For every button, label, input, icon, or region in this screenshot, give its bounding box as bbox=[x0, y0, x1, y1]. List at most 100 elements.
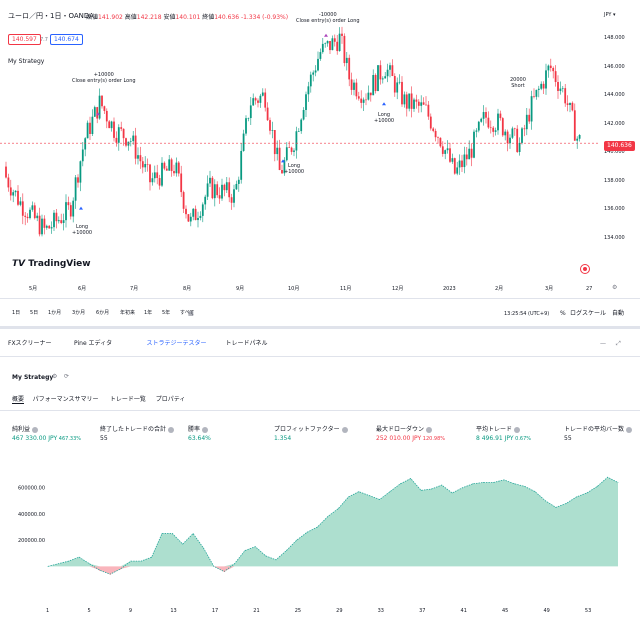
equity-point bbox=[482, 482, 484, 483]
info-icon[interactable] bbox=[341, 426, 348, 433]
sub-tab[interactable]: プロパティ bbox=[155, 396, 186, 403]
timeframe-button[interactable]: 3か月 bbox=[72, 310, 86, 316]
currency-label[interactable]: JPY ▾ bbox=[604, 12, 616, 18]
candle-body bbox=[237, 179, 240, 184]
candle-body bbox=[458, 160, 461, 168]
candle-body bbox=[14, 190, 17, 193]
candle-body bbox=[273, 130, 276, 155]
equity-point bbox=[57, 563, 59, 565]
time-axis[interactable]: 5月 6月 7月 8月 9月 10月 11月 12月 2023 2月 3月 27 bbox=[0, 284, 600, 296]
candle-body bbox=[89, 122, 91, 134]
stat-sub-value: 120.98% bbox=[421, 436, 446, 442]
panel-tab[interactable]: Pine エディタ bbox=[74, 340, 113, 347]
timeframe-button[interactable]: 1年 bbox=[144, 310, 153, 316]
candle-body bbox=[137, 155, 139, 159]
clock-readout[interactable]: 13:25:54 (UTC+9) bbox=[504, 311, 550, 317]
candle-body bbox=[492, 127, 495, 132]
buy-price-button[interactable]: 140.674 bbox=[50, 34, 83, 45]
timeframe-button[interactable]: 5日 bbox=[30, 310, 39, 316]
stat-main-value: 1.354 bbox=[274, 435, 292, 442]
info-icon[interactable] bbox=[168, 426, 175, 433]
tradingview-logo[interactable]: 𝙏𝙑 TradingView bbox=[12, 259, 91, 269]
candle-body bbox=[189, 216, 192, 222]
candle-body bbox=[473, 131, 475, 158]
candle-body bbox=[369, 92, 372, 96]
candle-body bbox=[194, 208, 197, 221]
candle-body bbox=[93, 107, 96, 117]
price-chart[interactable] bbox=[0, 0, 640, 284]
timeframe-button[interactable]: 年初来 bbox=[120, 310, 136, 316]
candle-body bbox=[113, 121, 115, 138]
candle-body bbox=[285, 147, 288, 161]
candle-body bbox=[372, 74, 375, 96]
candle-body bbox=[391, 65, 394, 76]
equity-point bbox=[545, 500, 546, 502]
stat-sub-value: 467.33% bbox=[57, 436, 82, 442]
maximize-icon[interactable]: ⤢ bbox=[616, 340, 621, 347]
calendar-icon[interactable]: ▦ bbox=[188, 310, 194, 317]
candle-body bbox=[108, 121, 111, 129]
candle-body bbox=[177, 162, 180, 174]
candle-body bbox=[69, 205, 72, 217]
candle-body bbox=[45, 225, 48, 228]
candle-body bbox=[573, 110, 576, 141]
log-scale-toggle[interactable]: ログスケール bbox=[570, 310, 607, 317]
sell-price-button[interactable]: 140.597 bbox=[8, 34, 41, 45]
sub-tab[interactable]: トレード一覧 bbox=[109, 396, 146, 403]
strategy-overlay-label[interactable]: My Strategy bbox=[8, 58, 45, 65]
record-icon[interactable] bbox=[580, 264, 590, 274]
candle-body bbox=[77, 177, 79, 183]
candle-body bbox=[67, 202, 70, 206]
candle-body bbox=[405, 94, 408, 109]
equity-x-tick: 49 bbox=[543, 608, 549, 614]
equity-x-tick: 1 bbox=[46, 608, 49, 614]
strategy-settings-icon[interactable]: ⚙ bbox=[52, 373, 58, 380]
auto-toggle[interactable]: 自動 bbox=[612, 310, 625, 317]
candle-body bbox=[101, 95, 103, 107]
candle-body bbox=[247, 118, 250, 119]
candle-body bbox=[41, 218, 43, 235]
annotation-line: +10000 bbox=[284, 169, 305, 175]
price-axis[interactable]: 148.000 146.000 144.000 142.000 140.000 138.0… bbox=[600, 0, 640, 282]
info-icon[interactable] bbox=[32, 426, 39, 433]
symbol-title[interactable]: ユーロ／円・1日・OANDA bbox=[8, 12, 94, 20]
info-icon[interactable] bbox=[202, 426, 209, 433]
percent-toggle[interactable]: % bbox=[560, 310, 566, 317]
candle-body bbox=[146, 164, 149, 165]
stat-value: 55 bbox=[100, 435, 174, 442]
timeframe-button[interactable]: 6か月 bbox=[96, 310, 110, 316]
panel-tab[interactable]: トレードパネル bbox=[225, 340, 268, 347]
candle-body bbox=[206, 183, 209, 197]
refresh-icon[interactable]: ⟳ bbox=[64, 373, 70, 380]
info-icon[interactable] bbox=[626, 426, 633, 433]
time-axis-settings-icon[interactable]: ⚙ bbox=[612, 284, 618, 291]
equity-point bbox=[513, 483, 515, 485]
timeframe-button[interactable]: 1日 bbox=[12, 310, 21, 316]
timeframe-button[interactable]: 5年 bbox=[162, 310, 171, 316]
equity-point bbox=[151, 556, 153, 558]
timeframe-button[interactable]: 1か月 bbox=[48, 310, 62, 316]
candle-body bbox=[336, 41, 339, 52]
candle-body bbox=[494, 130, 497, 132]
candle-body bbox=[245, 118, 247, 134]
sub-tab[interactable]: 概要 bbox=[12, 396, 25, 404]
info-icon[interactable] bbox=[426, 426, 433, 433]
sub-tab[interactable]: パフォーマンスサマリー bbox=[32, 396, 99, 403]
info-icon[interactable] bbox=[514, 426, 521, 433]
stat-cell: プロフィットファクター 1.354 bbox=[274, 424, 348, 442]
candle-body bbox=[389, 65, 391, 70]
candle-body bbox=[103, 106, 106, 111]
candle-body bbox=[79, 161, 82, 183]
candle-body bbox=[12, 192, 15, 196]
panel-tab[interactable]: FXスクリーナー bbox=[8, 340, 52, 347]
candle-body bbox=[60, 220, 63, 223]
candle-body bbox=[357, 96, 360, 99]
panel-tab[interactable]: ストラテジーテスター bbox=[146, 340, 207, 347]
stat-main-value: 55 bbox=[100, 435, 108, 442]
timeframe-button[interactable]: すべて bbox=[180, 310, 195, 316]
price-tick: 146.000 bbox=[604, 63, 625, 70]
strategy-name[interactable]: My Strategy bbox=[12, 374, 54, 381]
candle-body bbox=[271, 130, 274, 131]
equity-point bbox=[389, 491, 391, 493]
minimize-icon[interactable]: — bbox=[600, 340, 606, 347]
